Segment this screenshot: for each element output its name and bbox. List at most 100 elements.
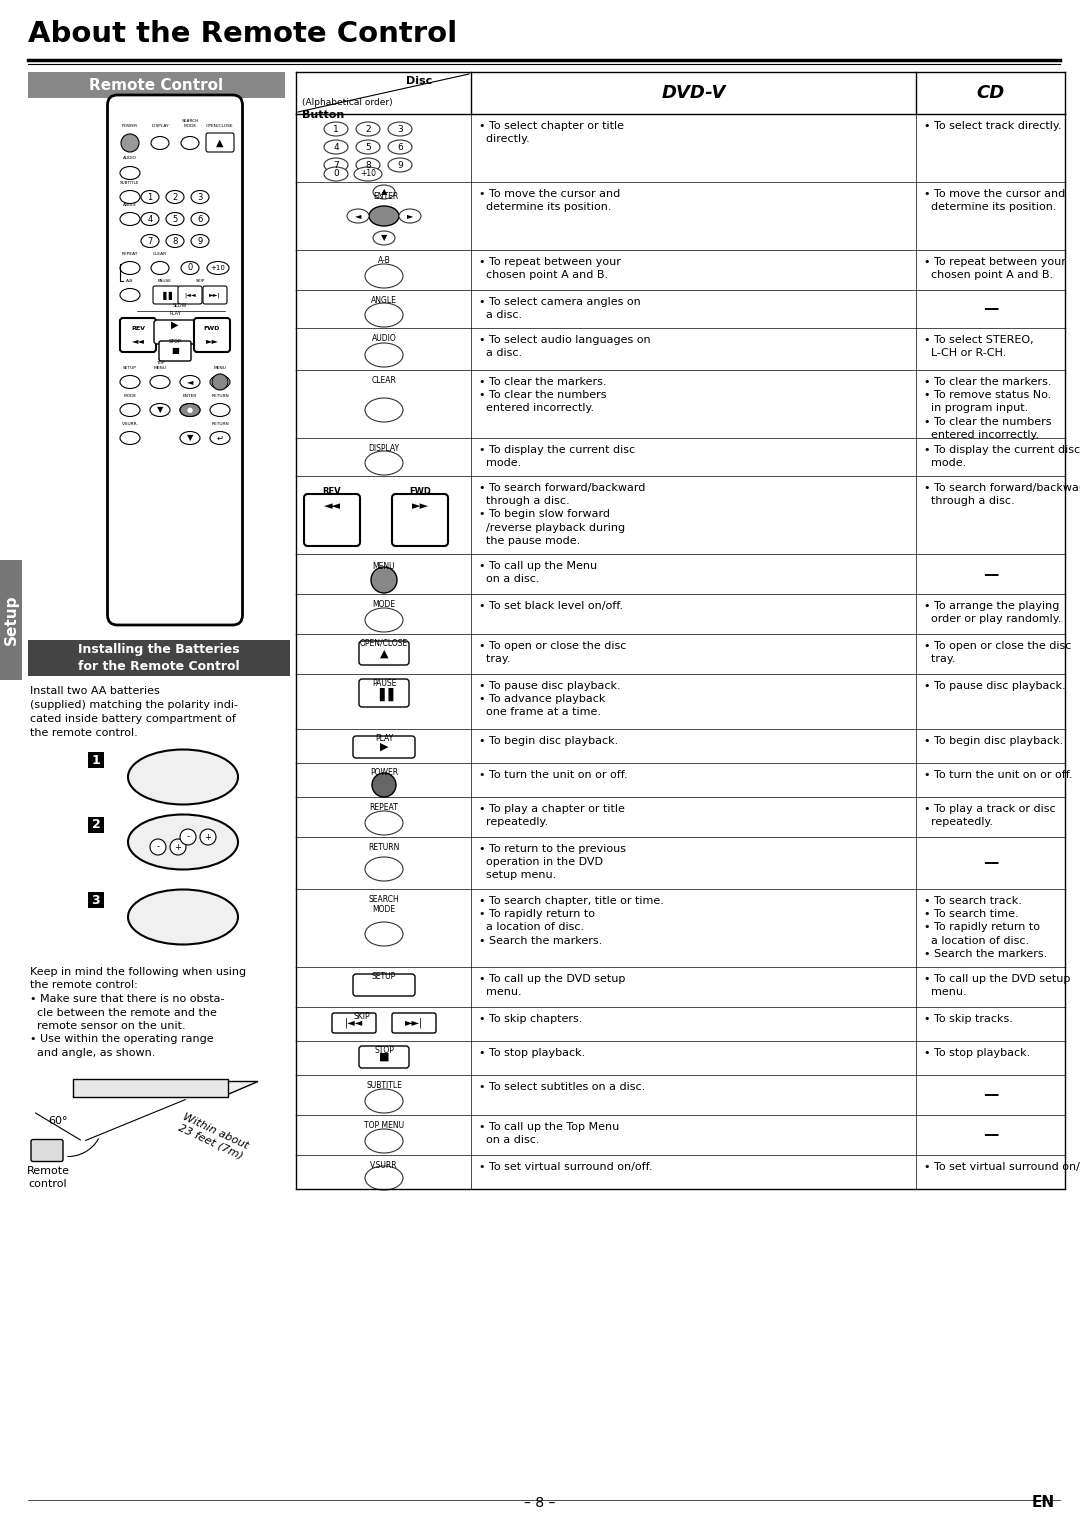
Text: 6: 6 bbox=[198, 215, 203, 223]
Ellipse shape bbox=[166, 212, 184, 226]
Text: 8: 8 bbox=[365, 160, 370, 169]
Text: the remote control:: the remote control: bbox=[30, 981, 138, 990]
Text: STOP: STOP bbox=[374, 1045, 394, 1054]
Text: SLOW: SLOW bbox=[173, 304, 187, 308]
Ellipse shape bbox=[150, 403, 170, 417]
Text: +: + bbox=[175, 842, 181, 852]
Ellipse shape bbox=[191, 235, 210, 247]
Text: • To repeat between your
  chosen point A and B.: • To repeat between your chosen point A … bbox=[480, 256, 621, 281]
Text: Disc: Disc bbox=[406, 76, 432, 85]
Ellipse shape bbox=[151, 261, 168, 275]
Ellipse shape bbox=[324, 166, 348, 182]
Ellipse shape bbox=[369, 206, 399, 226]
Text: ▶: ▶ bbox=[172, 320, 179, 330]
Ellipse shape bbox=[166, 191, 184, 203]
Text: Keep in mind the following when using: Keep in mind the following when using bbox=[30, 967, 246, 977]
Text: • To select subtitles on a disc.: • To select subtitles on a disc. bbox=[480, 1082, 645, 1093]
FancyBboxPatch shape bbox=[159, 340, 191, 362]
Text: • To clear the markers.
• To clear the numbers
  entered incorrectly.: • To clear the markers. • To clear the n… bbox=[480, 377, 607, 414]
Ellipse shape bbox=[120, 432, 140, 444]
Text: • To select STEREO,
  L-CH or R-CH.: • To select STEREO, L-CH or R-CH. bbox=[924, 336, 1034, 359]
Ellipse shape bbox=[365, 398, 403, 423]
Text: PLAY: PLAY bbox=[170, 311, 180, 316]
Text: • To set black level on/off.: • To set black level on/off. bbox=[480, 601, 623, 610]
Ellipse shape bbox=[180, 403, 200, 417]
Ellipse shape bbox=[191, 191, 210, 203]
Text: • To stop playback.: • To stop playback. bbox=[480, 1048, 585, 1058]
Text: ▲: ▲ bbox=[381, 188, 388, 197]
Text: remote sensor on the unit.: remote sensor on the unit. bbox=[30, 1021, 186, 1032]
Text: ◄: ◄ bbox=[354, 212, 361, 220]
Ellipse shape bbox=[166, 235, 184, 247]
Text: • To begin disc playback.: • To begin disc playback. bbox=[480, 736, 618, 746]
Ellipse shape bbox=[365, 922, 403, 946]
Text: REV: REV bbox=[323, 487, 341, 496]
Circle shape bbox=[200, 829, 216, 845]
Ellipse shape bbox=[324, 159, 348, 172]
Text: ENTER: ENTER bbox=[374, 192, 399, 201]
Text: 4: 4 bbox=[334, 142, 339, 151]
FancyBboxPatch shape bbox=[332, 1013, 376, 1033]
Bar bbox=[73, 1079, 228, 1097]
Text: TOP MENU: TOP MENU bbox=[364, 1122, 404, 1129]
Text: ▐▐: ▐▐ bbox=[160, 290, 173, 299]
Text: cle between the remote and the: cle between the remote and the bbox=[30, 1007, 217, 1018]
Ellipse shape bbox=[399, 209, 421, 223]
Text: DISPLAY: DISPLAY bbox=[151, 124, 168, 128]
Text: • To display the current disc
  mode.: • To display the current disc mode. bbox=[480, 446, 635, 468]
Ellipse shape bbox=[191, 212, 210, 226]
Text: |◄◄: |◄◄ bbox=[185, 293, 195, 298]
Ellipse shape bbox=[365, 858, 403, 881]
Ellipse shape bbox=[129, 749, 238, 804]
Text: ◄◄: ◄◄ bbox=[324, 501, 340, 511]
Ellipse shape bbox=[181, 136, 199, 150]
Text: STOP: STOP bbox=[168, 339, 181, 343]
Bar bbox=[0, 560, 22, 681]
Polygon shape bbox=[73, 1082, 258, 1097]
Text: MODE: MODE bbox=[373, 600, 395, 609]
Text: ■: ■ bbox=[379, 1051, 389, 1062]
Text: 7: 7 bbox=[147, 237, 152, 246]
Ellipse shape bbox=[347, 209, 369, 223]
Text: RETURN: RETURN bbox=[211, 394, 229, 398]
FancyBboxPatch shape bbox=[353, 974, 415, 996]
Text: REPEAT: REPEAT bbox=[369, 803, 399, 812]
Ellipse shape bbox=[365, 264, 403, 288]
FancyBboxPatch shape bbox=[31, 1140, 63, 1161]
Text: 2: 2 bbox=[365, 125, 370, 133]
Text: POWER: POWER bbox=[122, 124, 138, 128]
Text: ▲: ▲ bbox=[380, 649, 388, 659]
Text: • To skip tracks.: • To skip tracks. bbox=[924, 1013, 1013, 1024]
Text: SEARCH
MODE: SEARCH MODE bbox=[181, 119, 199, 128]
Text: RETURN: RETURN bbox=[211, 423, 229, 426]
Text: • To begin disc playback.: • To begin disc playback. bbox=[924, 736, 1063, 746]
Text: – 8 –: – 8 – bbox=[524, 1495, 556, 1511]
Text: • To turn the unit on or off.: • To turn the unit on or off. bbox=[924, 771, 1072, 780]
Circle shape bbox=[372, 568, 397, 594]
Text: MENU: MENU bbox=[214, 366, 227, 369]
Text: 5: 5 bbox=[365, 142, 370, 151]
Text: —: — bbox=[983, 1128, 998, 1143]
Text: 5: 5 bbox=[173, 215, 177, 223]
Text: ►►|: ►►| bbox=[210, 293, 220, 298]
Ellipse shape bbox=[180, 432, 200, 444]
Text: SEARCH: SEARCH bbox=[368, 896, 400, 903]
Ellipse shape bbox=[207, 261, 229, 275]
Text: Within about
23 feet (7m): Within about 23 feet (7m) bbox=[176, 1111, 251, 1161]
Text: cated inside battery compartment of: cated inside battery compartment of bbox=[30, 714, 235, 723]
Text: MODE: MODE bbox=[123, 394, 136, 398]
Text: (Alphabetical order): (Alphabetical order) bbox=[302, 98, 393, 107]
Text: 3: 3 bbox=[92, 894, 100, 906]
Ellipse shape bbox=[120, 288, 140, 302]
Text: 2: 2 bbox=[173, 192, 177, 201]
Ellipse shape bbox=[388, 140, 411, 154]
Text: • To repeat between your
  chosen point A and B.: • To repeat between your chosen point A … bbox=[924, 256, 1066, 281]
Ellipse shape bbox=[210, 403, 230, 417]
FancyBboxPatch shape bbox=[154, 320, 195, 343]
Circle shape bbox=[121, 134, 139, 153]
Ellipse shape bbox=[120, 212, 140, 226]
Text: -: - bbox=[157, 842, 160, 852]
Text: MENU: MENU bbox=[373, 562, 395, 571]
Ellipse shape bbox=[365, 1166, 403, 1190]
Text: • To search chapter, title or time.
• To rapidly return to
  a location of disc.: • To search chapter, title or time. • To… bbox=[480, 896, 664, 946]
